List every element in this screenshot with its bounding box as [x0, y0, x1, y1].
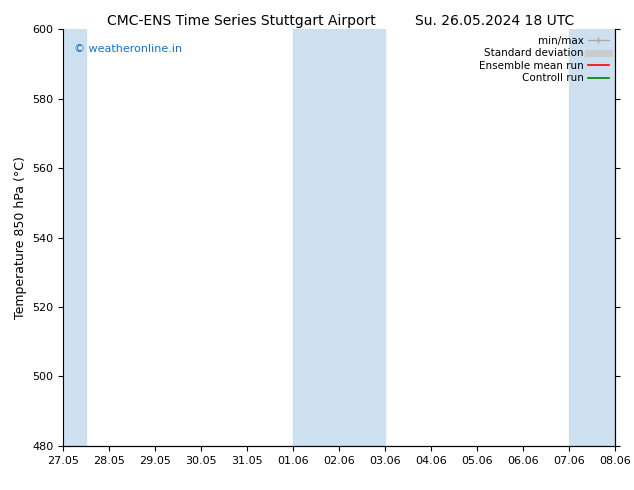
Text: Su. 26.05.2024 18 UTC: Su. 26.05.2024 18 UTC — [415, 14, 574, 28]
Y-axis label: Temperature 850 hPa (°C): Temperature 850 hPa (°C) — [14, 156, 27, 319]
Bar — [569, 29, 615, 446]
Bar — [293, 29, 385, 446]
Bar — [63, 29, 86, 446]
Text: CMC-ENS Time Series Stuttgart Airport: CMC-ENS Time Series Stuttgart Airport — [107, 14, 375, 28]
Text: © weatheronline.in: © weatheronline.in — [74, 44, 183, 54]
Legend: min/max, Standard deviation, Ensemble mean run, Controll run: min/max, Standard deviation, Ensemble me… — [475, 31, 613, 88]
